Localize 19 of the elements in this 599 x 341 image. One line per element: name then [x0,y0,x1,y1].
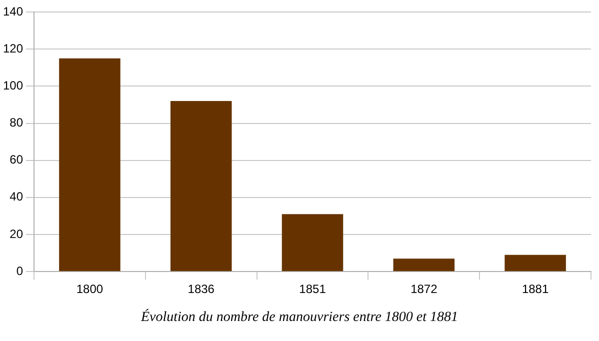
y-tick-label: 120 [2,41,24,56]
x-tick-label: 1800 [76,282,104,296]
y-tick-label: 60 [10,152,24,167]
bar [393,258,455,272]
bar [282,214,344,272]
y-tick-label: 80 [10,116,24,130]
x-tick-label: 1836 [188,282,215,296]
x-tick-label: 1881 [522,282,549,296]
x-tick-label: 1872 [410,282,438,296]
x-tick-label: 1851 [299,282,326,296]
bar [504,254,566,272]
y-tick-label: 20 [10,226,24,241]
y-tick-label: 140 [2,4,24,18]
y-tick-label: 40 [10,190,24,204]
bar [59,58,120,272]
y-tick-label: 100 [2,78,24,92]
text: Évolution du nombre de manouvriers entre 1800 et 1881 [140,310,460,326]
bar [170,101,232,272]
y-tick-label: 0 [16,264,24,278]
